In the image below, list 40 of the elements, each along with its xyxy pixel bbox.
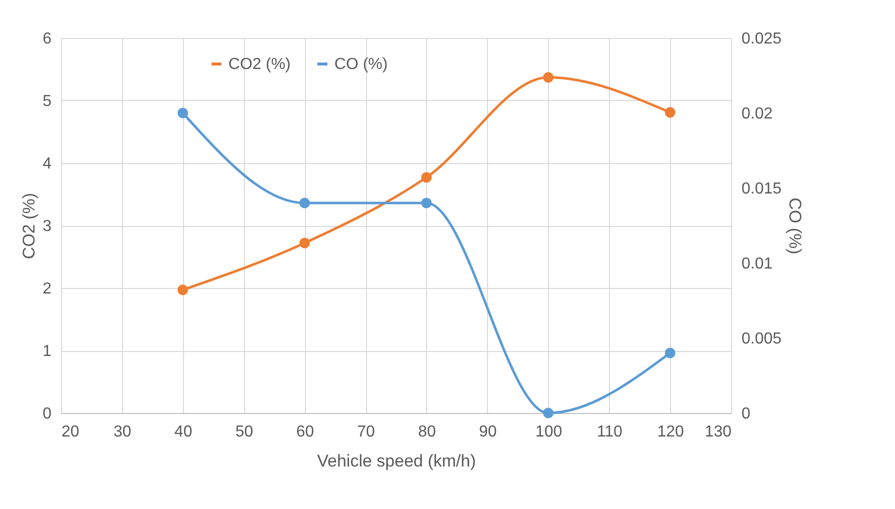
y-tick-label: 5 [42,93,52,110]
point [664,107,676,118]
y2-tick-label: 0.02 [742,106,773,122]
y-tick-label: 2 [42,280,52,298]
point [299,238,310,248]
y2-tick-label: 0.025 [742,30,782,48]
point [178,108,188,118]
y-tick-label: 0 [42,406,52,422]
point [543,408,554,418]
x-tick-label: 30 [114,424,132,440]
x-tick-label: 50 [235,424,254,440]
x-tick-label: 20 [62,424,80,440]
y2-tick-label: 0.01 [742,256,773,272]
x-tick-label: 110 [596,424,623,440]
point [178,284,188,296]
point [543,72,554,83]
point [664,348,676,358]
x-tick-label: 130 [704,424,732,440]
x-tick-label: 80 [418,424,436,440]
x-tick-label: 60 [296,424,314,440]
y-tick-label: 3 [42,218,52,235]
x-axis-title: Vehicle speed (km/h) [317,452,476,470]
legend-label: CO2 (%) [228,56,291,73]
y2-tick-label: 0.005 [742,330,782,348]
point [421,198,432,208]
x-tick-label: 70 [357,424,376,440]
y-axis-title: CO2 (%) [20,192,39,260]
legend-label: CO (%) [334,56,388,73]
x-tick-label: 90 [478,424,497,440]
point [299,198,310,208]
x-tick-label: 100 [535,424,562,440]
y2-tick-label: 0.015 [742,180,782,198]
y-tick-label: 6 [42,30,52,48]
point [421,172,432,183]
x-tick-label: 120 [657,424,684,440]
y2-axis-title: CO (%) [786,198,805,254]
y-tick-label: 1 [42,343,52,360]
x-tick-label: 40 [174,424,192,440]
y2-tick-label: 0 [742,406,750,422]
y-tick-label: 4 [42,156,52,172]
